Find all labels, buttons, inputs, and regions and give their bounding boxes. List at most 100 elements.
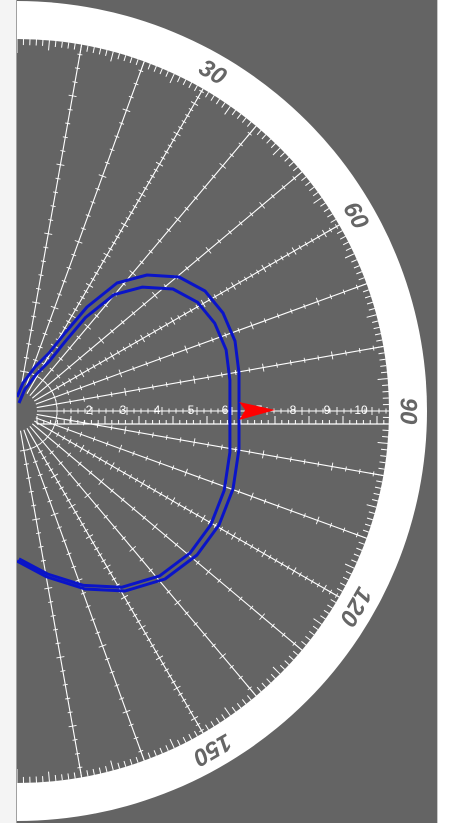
spoke-tick: [26, 477, 32, 479]
spoke-tick: [310, 579, 314, 584]
rim-tick: [215, 98, 221, 105]
rim-tick: [231, 109, 237, 116]
spoke-tick: [65, 697, 71, 700]
spoke-tick: [207, 442, 209, 448]
rim-tick: [377, 442, 388, 444]
rim-tick: [288, 161, 294, 167]
spoke-tick: [153, 650, 159, 654]
spoke-tick: [60, 150, 66, 152]
spoke-tick: [67, 346, 72, 351]
rim-tick: [330, 599, 337, 604]
spoke-tick: [116, 467, 120, 472]
spoke-tick: [129, 607, 134, 611]
spoke-tick: [80, 592, 86, 595]
spoke-tick: [98, 456, 102, 462]
rim-tick: [305, 181, 311, 187]
spoke-tick: [47, 499, 53, 503]
polar-diagram[interactable]: 2345678910306090120150: [17, 0, 437, 823]
red-pointer-icon[interactable]: [239, 402, 276, 420]
spoke-tick: [55, 480, 61, 484]
rim-tick: [98, 767, 102, 774]
rim-tick: [117, 53, 121, 60]
rim-tick: [261, 134, 267, 140]
spoke-tick: [67, 452, 72, 457]
spoke-tick: [119, 697, 125, 700]
rim-tick: [224, 707, 231, 717]
spoke-tick: [32, 518, 41, 521]
spoke-tick: [331, 351, 334, 360]
rim-tick: [342, 241, 349, 246]
spoke-tick: [276, 503, 280, 509]
spoke-tick: [270, 194, 275, 199]
red-pointer-shape[interactable]: [239, 402, 276, 420]
spoke-tick: [125, 601, 131, 605]
spoke-tick: [289, 360, 292, 366]
rim-tick: [376, 339, 383, 342]
spoke-tick: [183, 505, 187, 511]
spoke-20: [23, 61, 145, 393]
spoke-tick: [116, 350, 120, 355]
spoke-tick: [56, 526, 62, 529]
spoke-tick: [118, 444, 123, 453]
polar-plot-area[interactable]: 2345678910306090120150: [17, 0, 437, 823]
spoke-tick: [331, 462, 334, 471]
rim-tick: [236, 113, 242, 120]
spoke-tick: [90, 618, 96, 621]
spoke-100: [36, 413, 384, 477]
spoke-tick: [150, 644, 155, 648]
spoke-tick: [98, 336, 105, 344]
spoke-tick: [72, 81, 78, 83]
rim-tick: [169, 738, 175, 749]
spoke-tick: [358, 348, 361, 354]
spoke-tick: [118, 229, 124, 233]
spoke-80: [36, 345, 384, 409]
rim-tick: [301, 640, 307, 646]
spoke-tick: [276, 362, 278, 368]
rim-tick: [353, 283, 367, 290]
spoke-tick: [281, 632, 286, 637]
spoke-40: [29, 125, 257, 397]
spoke-tick: [129, 211, 134, 215]
spoke-tick: [228, 587, 232, 592]
rim-tick: [48, 771, 50, 782]
rim-tick: [123, 760, 127, 767]
spoke-tick: [44, 433, 51, 441]
rim-tick: [330, 218, 337, 223]
rim-tick: [246, 121, 252, 127]
spoke-tick: [84, 492, 92, 499]
rim-tick: [159, 68, 163, 75]
rim-tick: [292, 650, 299, 656]
spoke-tick: [142, 515, 147, 520]
spoke-tick: [261, 264, 267, 273]
spoke-tick: [103, 514, 108, 519]
spoke-tick: [88, 470, 93, 475]
radial-label-8: 8: [290, 403, 297, 417]
spoke-tick: [74, 752, 80, 755]
spoke-tick: [133, 82, 139, 86]
spoke-tick: [58, 356, 63, 361]
spoke-tick: [98, 360, 102, 366]
rim-tick: [308, 630, 315, 636]
spoke-tick: [178, 692, 183, 696]
spoke-tick: [159, 325, 163, 331]
spoke-tick: [170, 497, 176, 505]
spoke-tick: [111, 241, 117, 245]
rim-tick: [110, 760, 114, 771]
spoke-tick: [220, 444, 223, 450]
spoke-tick: [151, 523, 158, 531]
spoke-tick: [66, 426, 70, 432]
spoke-tick: [128, 343, 133, 348]
rim-tick: [380, 455, 387, 457]
spoke-tick: [53, 628, 59, 631]
rim-tick: [351, 559, 358, 563]
spoke-tick: [193, 375, 196, 384]
spoke-tick: [94, 314, 99, 318]
spoke-tick: [35, 288, 42, 290]
rim-tick: [272, 147, 281, 156]
spoke-tick: [165, 322, 169, 327]
spoke-tick: [62, 683, 68, 686]
spoke-tick: [92, 380, 96, 386]
spoke-tick: [291, 567, 297, 575]
spoke-tick: [183, 311, 187, 317]
